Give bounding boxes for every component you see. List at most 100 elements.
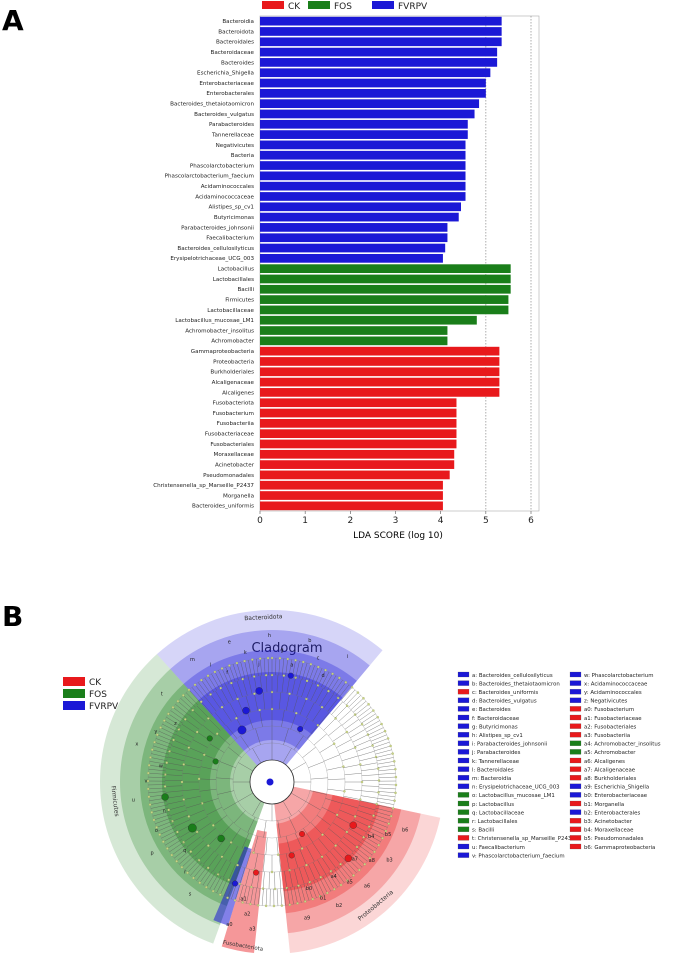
branch: [280, 888, 283, 906]
branch: [372, 738, 389, 745]
branch: [278, 658, 281, 676]
tree-node: [389, 744, 392, 748]
biomarker-node: [253, 869, 259, 876]
tree-node: [342, 765, 345, 768]
bacteroidota-letter-b: b: [308, 638, 311, 644]
branch: [206, 807, 223, 816]
key-entry-a-bacteroides-cellulosilyticus: a: Bacteroides_cellulosilyticus: [472, 673, 553, 679]
branch: [286, 693, 290, 711]
branch: [257, 871, 260, 888]
branch: [371, 821, 388, 828]
branch: [181, 724, 197, 734]
branch: [167, 800, 184, 805]
sector-firmicutes-shade-0: [99, 654, 265, 944]
key-swatch-a1-fusobacteriaceae: [569, 714, 582, 721]
branch: [185, 719, 200, 730]
branch: [165, 785, 183, 787]
branch: [162, 723, 178, 733]
branch: [276, 837, 279, 855]
bar-label-bacilli: Bacilli: [237, 287, 254, 293]
branch: [252, 659, 256, 677]
tree-node: [305, 863, 308, 867]
key-swatch-f-bacteroidaceae: [457, 714, 470, 721]
bar-enterobacteriaceae: [260, 78, 486, 88]
firmicutes-letter-s: s: [189, 891, 192, 897]
branch: [202, 828, 216, 840]
bar-fusobacteriaceae: [260, 429, 457, 439]
key-swatch-y-acidaminococcales: [569, 689, 582, 695]
branch: [335, 705, 348, 719]
bacteroidota-letter-c: c: [317, 655, 320, 661]
key-swatch-a7-alcaligenaceae: [569, 766, 582, 772]
branch: [199, 788, 217, 792]
bar-escherichia-shigella: [260, 68, 491, 78]
branch: [192, 709, 206, 722]
branch: [166, 717, 181, 727]
branch: [367, 830, 383, 839]
key-swatch-b1-morganella: [569, 800, 582, 807]
branch: [245, 695, 251, 713]
tree-node: [176, 700, 180, 703]
branch: [256, 658, 259, 676]
biomarker-node: [242, 706, 250, 715]
branch: [157, 734, 174, 742]
branch: [170, 710, 185, 721]
branch: [149, 761, 167, 765]
branch: [183, 796, 201, 800]
branch: [184, 857, 197, 871]
key-swatch-a6-alcaligenes: [569, 757, 582, 764]
tree-node: [177, 728, 181, 731]
branch: [225, 685, 234, 701]
bar-acidaminococcaceae: [260, 192, 466, 201]
biomarker-node: [161, 793, 169, 801]
bar-label-burkholderiales: Burkholderiales: [210, 370, 254, 376]
branch: [348, 695, 361, 708]
key-swatch-x-acidaminococcaceae: [569, 680, 582, 686]
branch: [200, 766, 218, 771]
branch: [339, 809, 356, 817]
legend-swatch-fos: [308, 1, 330, 9]
bar-label-negativicutes: Negativicutes: [216, 143, 254, 149]
branch: [258, 888, 261, 906]
proteobacteria-letter-a4: a4: [331, 874, 337, 880]
branch: [176, 850, 190, 862]
bar-parabacteroides-johnsonii: [260, 223, 448, 232]
branch-arc: [303, 735, 316, 748]
branch: [328, 828, 342, 840]
legend-swatch-fvrpv: [63, 701, 85, 710]
branch: [247, 713, 254, 730]
branch: [225, 666, 233, 683]
tree-node: [311, 897, 314, 901]
tree-node: [273, 887, 277, 891]
branch: [252, 748, 262, 764]
branch: [361, 774, 379, 776]
branch: [229, 846, 238, 862]
tree-node: [213, 670, 217, 674]
tree-node: [339, 862, 342, 866]
branch: [343, 689, 356, 703]
branch: [221, 842, 232, 857]
branch: [356, 847, 370, 859]
branch: [318, 670, 326, 686]
branch: [374, 745, 391, 752]
tree-node: [230, 681, 233, 685]
tree-node: [362, 697, 365, 700]
bar-enterobacterales: [260, 88, 486, 98]
branch-arc: [315, 747, 325, 762]
branch: [378, 768, 396, 772]
branch: [310, 685, 319, 701]
bar-burkholderiales: [260, 367, 500, 377]
firmicutes-letter-y: y: [154, 729, 157, 735]
branch: [378, 787, 396, 790]
branch: [238, 792, 254, 802]
tree-node: [324, 668, 327, 672]
tree-node: [192, 876, 195, 880]
tree-node: [376, 767, 380, 770]
branch: [332, 679, 343, 695]
branch: [180, 698, 194, 710]
branch: [290, 887, 294, 905]
branch: [178, 729, 194, 738]
key-entry-a4-achromobacter-insolitus: a4: Achromobacter_insolitus: [584, 742, 661, 748]
tree-node: [356, 691, 360, 694]
tree-node: [167, 808, 170, 812]
